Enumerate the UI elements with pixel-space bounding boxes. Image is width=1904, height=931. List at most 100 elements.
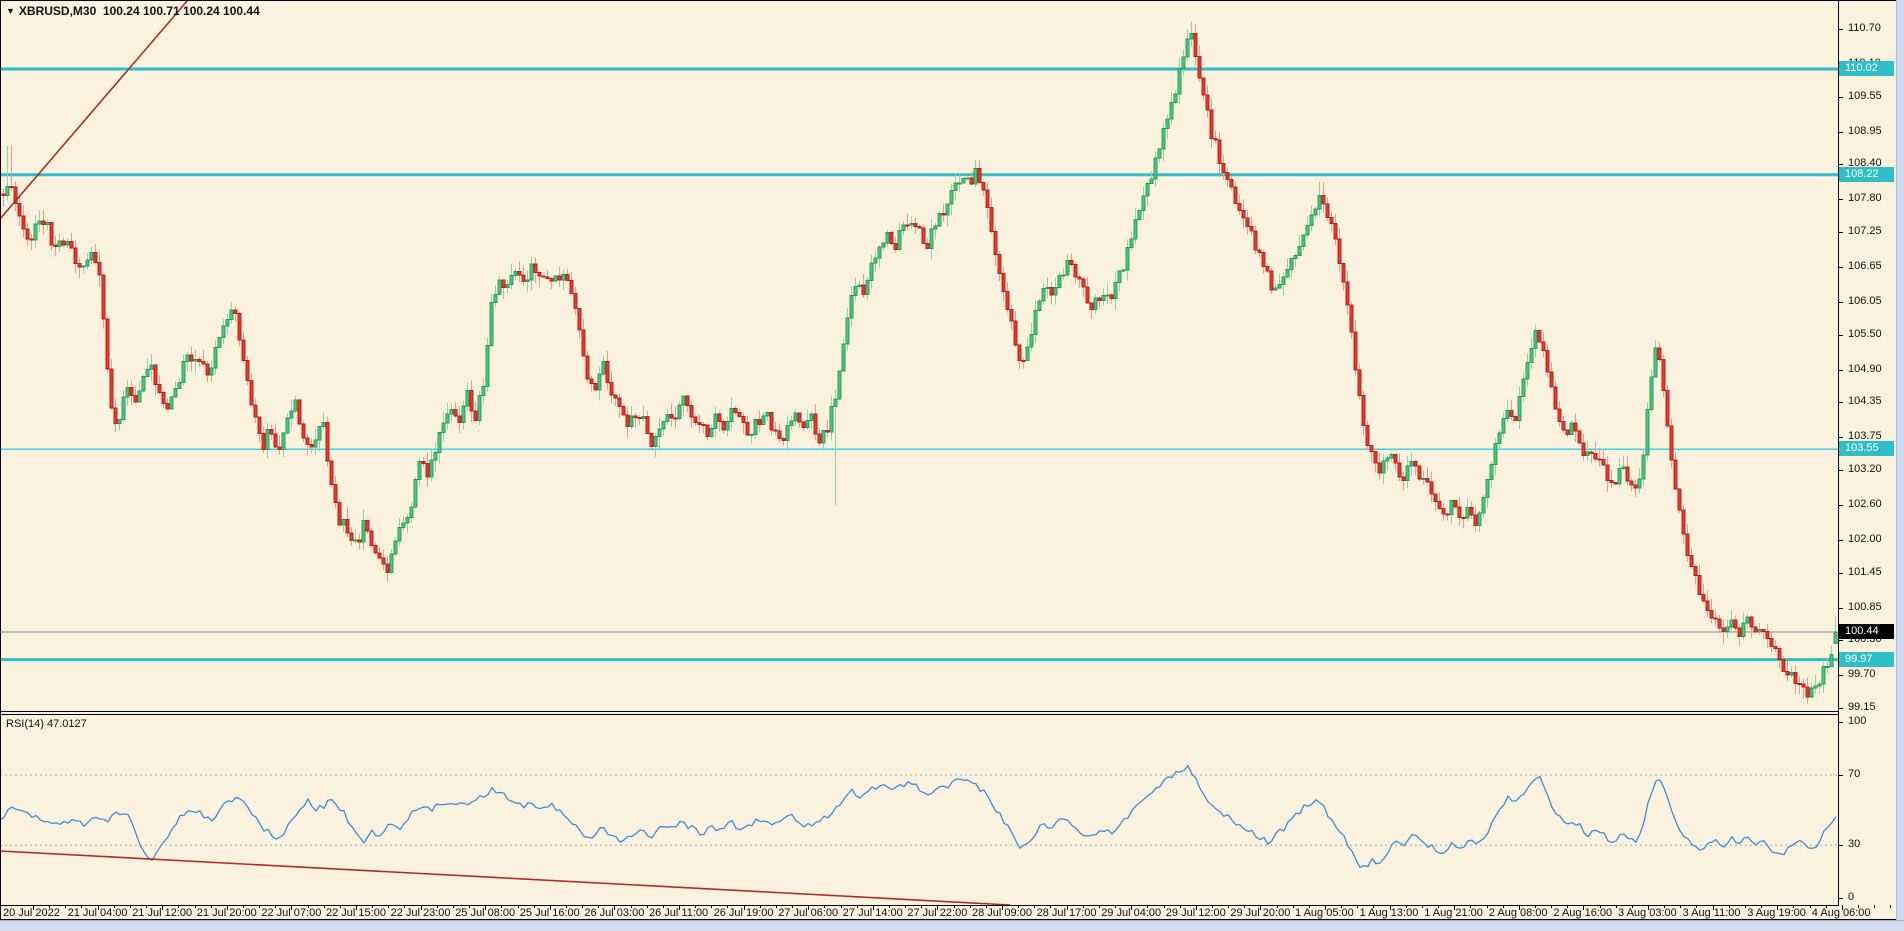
price-tick-mark bbox=[1838, 707, 1843, 709]
main-chart-pane[interactable] bbox=[0, 0, 1838, 711]
time-tick-label: 26 Jul 19:00 bbox=[713, 907, 774, 919]
time-minor-tick bbox=[824, 905, 826, 908]
time-minor-tick bbox=[1567, 905, 1569, 908]
price-level-badge: 103.55 bbox=[1839, 441, 1894, 457]
rsi-trendline[interactable] bbox=[0, 850, 1011, 905]
time-minor-tick bbox=[210, 905, 212, 908]
time-minor-tick bbox=[1308, 905, 1310, 908]
time-minor-tick bbox=[372, 905, 374, 908]
horizontal-scrollbar[interactable] bbox=[0, 920, 1904, 931]
time-minor-tick bbox=[711, 905, 713, 908]
time-minor-tick bbox=[953, 905, 955, 908]
price-tick-mark bbox=[1838, 607, 1843, 609]
time-minor-tick bbox=[1405, 905, 1407, 908]
rsi-tick-label: 30 bbox=[1848, 838, 1861, 851]
time-minor-tick bbox=[1793, 905, 1795, 908]
time-minor-tick bbox=[888, 905, 890, 908]
time-tick-mark bbox=[937, 905, 939, 910]
time-minor-tick bbox=[792, 905, 794, 908]
time-tick-label: 2 Aug 16:00 bbox=[1553, 907, 1613, 919]
time-tick-label: 28 Jul 09:00 bbox=[972, 907, 1032, 919]
time-minor-tick bbox=[1034, 905, 1036, 908]
price-tick-mark bbox=[1838, 572, 1843, 574]
time-minor-tick bbox=[259, 905, 261, 908]
time-minor-tick bbox=[662, 905, 664, 908]
main-trendline[interactable] bbox=[0, 0, 189, 220]
time-minor-tick bbox=[1696, 905, 1698, 908]
time-minor-tick bbox=[1421, 905, 1423, 908]
time-tick-mark bbox=[1131, 905, 1133, 910]
time-minor-tick bbox=[1341, 905, 1343, 908]
time-minor-tick bbox=[1502, 905, 1504, 908]
time-tick-mark bbox=[1389, 905, 1391, 910]
time-tick-mark bbox=[1518, 905, 1520, 910]
price-tick-label: 110.70 bbox=[1848, 22, 1881, 34]
symbol-ohlc-label: ▼ XBRUSD,M30 100.24 100.71 100.24 100.44 bbox=[6, 4, 260, 18]
price-tick-mark bbox=[1838, 267, 1843, 269]
time-minor-tick bbox=[1551, 905, 1553, 908]
price-tick-label: 109.55 bbox=[1848, 89, 1882, 102]
time-minor-tick bbox=[695, 905, 697, 908]
time-tick-mark bbox=[872, 905, 874, 910]
time-minor-tick bbox=[452, 905, 454, 908]
price-tick-mark bbox=[1838, 29, 1843, 30]
time-minor-tick bbox=[856, 905, 858, 908]
time-minor-tick bbox=[1615, 905, 1617, 908]
price-tick-mark bbox=[1838, 402, 1843, 404]
time-tick-mark bbox=[679, 905, 680, 910]
rsi-pane[interactable] bbox=[0, 714, 1838, 905]
time-minor-tick bbox=[1244, 905, 1246, 908]
price-tick-mark bbox=[1838, 505, 1843, 507]
time-minor-tick bbox=[1276, 905, 1278, 908]
price-tick-label: 105.50 bbox=[1848, 327, 1882, 340]
symbol-marker-icon: ▼ bbox=[6, 6, 15, 16]
price-tick-mark bbox=[1838, 334, 1843, 336]
price-axis-area[interactable] bbox=[1839, 0, 1896, 920]
time-tick-mark bbox=[808, 905, 810, 910]
time-tick-mark bbox=[1454, 905, 1456, 910]
rsi-pane-top-border[interactable] bbox=[0, 714, 1839, 715]
price-tick-label: 107.80 bbox=[1848, 192, 1882, 205]
time-tick-label: 3 Aug 19:00 bbox=[1747, 907, 1806, 919]
time-tick-mark bbox=[614, 905, 616, 910]
main-pane-bottom-border[interactable] bbox=[0, 711, 1839, 712]
time-minor-tick bbox=[1292, 905, 1294, 908]
rsi-pane-bottom-border bbox=[0, 905, 1839, 906]
time-minor-tick bbox=[1357, 905, 1359, 908]
time-minor-tick bbox=[307, 905, 309, 908]
price-tick-mark bbox=[1838, 302, 1843, 304]
time-tick-mark bbox=[1325, 905, 1326, 910]
time-minor-tick bbox=[533, 905, 535, 908]
time-minor-tick bbox=[129, 905, 131, 908]
time-minor-tick bbox=[1890, 905, 1892, 908]
time-minor-tick bbox=[1874, 905, 1876, 908]
current-price-badge: 100.44 bbox=[1839, 623, 1894, 639]
time-tick-label: 1 Aug 21:00 bbox=[1424, 907, 1483, 919]
time-minor-tick bbox=[469, 905, 471, 908]
price-tick-mark bbox=[1838, 231, 1843, 233]
price-tick-label: 102.00 bbox=[1848, 533, 1882, 546]
rsi-tick-mark bbox=[1838, 845, 1843, 847]
time-tick-mark bbox=[1648, 905, 1649, 910]
time-minor-tick bbox=[146, 905, 148, 908]
vertical-scrollbar[interactable] bbox=[1896, 0, 1904, 920]
time-minor-tick bbox=[1373, 905, 1375, 908]
time-minor-tick bbox=[1599, 905, 1601, 908]
time-tick-label: 1 Aug 05:00 bbox=[1295, 907, 1354, 919]
time-minor-tick bbox=[1470, 905, 1472, 908]
time-minor-tick bbox=[436, 905, 438, 908]
time-minor-tick bbox=[1680, 905, 1682, 908]
time-minor-tick bbox=[1825, 905, 1827, 908]
time-minor-tick bbox=[404, 905, 406, 908]
time-minor-tick bbox=[1438, 905, 1440, 908]
rsi-tick-mark bbox=[1838, 775, 1843, 776]
rsi-line bbox=[0, 765, 1837, 869]
price-tick-label: 101.45 bbox=[1848, 565, 1882, 578]
time-minor-tick bbox=[630, 905, 632, 908]
time-tick-label: 29 Jul 20:00 bbox=[1230, 907, 1291, 919]
time-tick-mark bbox=[1195, 905, 1197, 910]
time-minor-tick bbox=[921, 905, 923, 908]
window-top-border bbox=[0, 0, 1904, 1]
price-level-badge: 110.02 bbox=[1839, 60, 1894, 76]
price-tick-mark bbox=[1838, 369, 1843, 371]
